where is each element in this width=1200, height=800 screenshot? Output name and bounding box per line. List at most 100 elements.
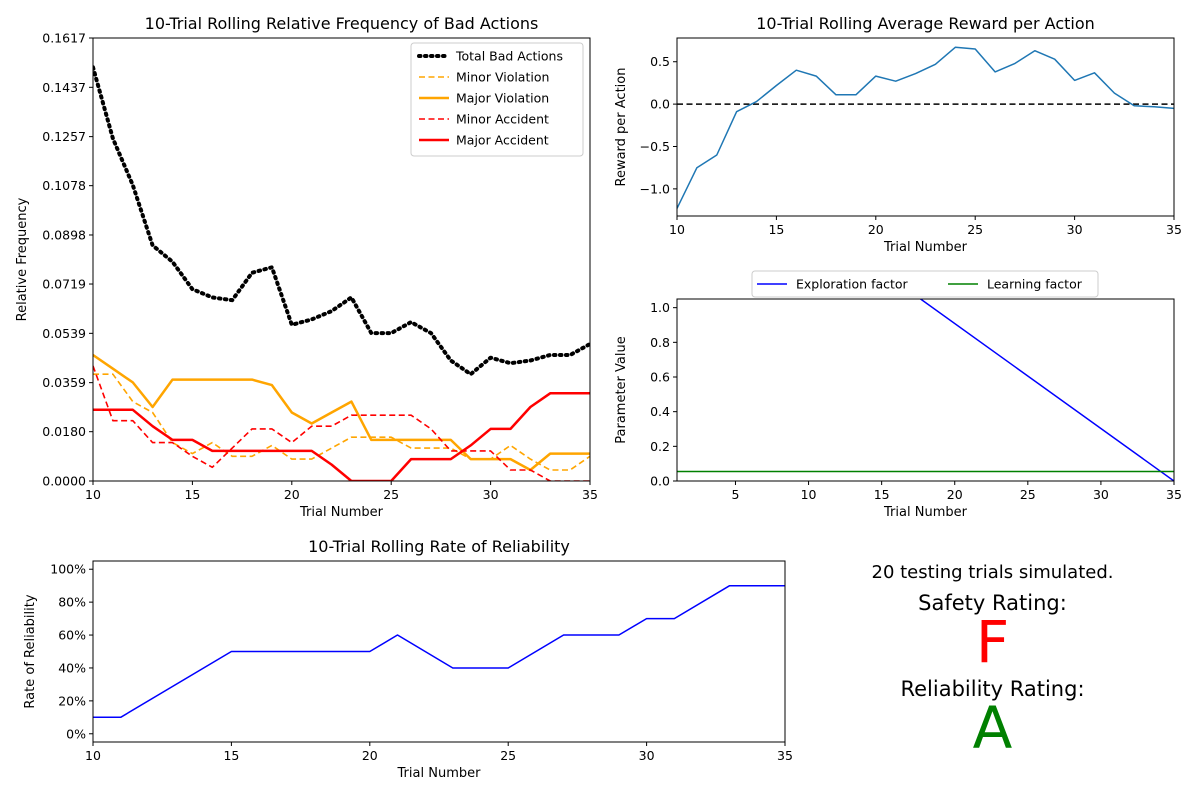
x-tick-label: 10 [801, 487, 817, 502]
y-axis-label: Rate of Reliability [23, 594, 38, 708]
y-axis-label: Reward per Action [614, 68, 629, 187]
legend: Total Bad Actions Minor Violation Major Vi… [410, 42, 584, 157]
x-tick-label: 10 [669, 222, 685, 237]
x-tick-label: 20 [868, 222, 884, 237]
x-tick-label: 30 [639, 748, 655, 763]
reliability-rating-grade: A [972, 694, 1013, 762]
y-tick-label: 0.0719 [42, 277, 86, 292]
series-line-minor-accident [93, 365, 590, 481]
x-tick-label: 15 [874, 487, 890, 502]
chart-title: 10-Trial Rolling Relative Frequency of B… [145, 14, 539, 33]
y-tick-label: 0.0359 [42, 375, 86, 390]
x-tick-label: 30 [483, 487, 499, 502]
legend-label: Total Bad Actions [455, 49, 563, 64]
x-tick-label: 5 [731, 487, 739, 502]
y-tick-label: 0% [66, 726, 86, 741]
series-group [677, 46, 1174, 209]
x-tick-label: 35 [1166, 222, 1182, 237]
y-tick-label: 60% [58, 628, 86, 643]
x-tick-label: 25 [500, 748, 516, 763]
y-tick-label: 0.0000 [42, 474, 86, 489]
chart-1: 10-Trial Rolling Relative Frequency of B… [15, 14, 598, 520]
x-axis-label: Trial Number [883, 505, 968, 520]
chart-3: 5 10 15 20 25 30 35 0.0 0.2 0.4 0.6 0.8 1.0 Trial Num… [614, 270, 1182, 520]
y-tick-label: 1.0 [650, 300, 670, 315]
x-axis-label: Trial Number [883, 240, 968, 255]
y-tick-label: 0.1437 [42, 80, 86, 95]
x-tick-label: 20 [284, 487, 300, 502]
x-tick-label: 15 [223, 748, 239, 763]
x-tick-label: 15 [768, 222, 784, 237]
reliability-rating-label: Reliability Rating: [900, 677, 1085, 701]
x-tick-label: 30 [1093, 487, 1109, 502]
legend-label: Minor Accident [456, 112, 549, 127]
x-tick-label: 10 [85, 748, 101, 763]
x-tick-label: 35 [777, 748, 793, 763]
series-group [93, 65, 590, 481]
x-tick-label: 20 [947, 487, 963, 502]
y-tick-label: −0.5 [640, 139, 670, 154]
x-tick-label: 25 [1020, 487, 1036, 502]
y-tick-label: 20% [58, 693, 86, 708]
y-tick-label: 0.0539 [42, 326, 86, 341]
y-tick-label: 0.0180 [42, 424, 86, 439]
y-tick-label: 0.4 [650, 404, 670, 419]
legend-label: Exploration factor [796, 277, 909, 292]
y-tick-label: 0.5 [650, 54, 670, 69]
plot-frame [92, 37, 591, 482]
y-tick-label: 100% [50, 562, 86, 577]
rating-summary: 20 testing trials simulated. Safety Rati… [820, 560, 1165, 762]
y-tick-label: 80% [58, 595, 86, 610]
legend: Exploration factor Learning factor [751, 270, 1099, 298]
trials-simulated-text: 20 testing trials simulated. [871, 562, 1114, 583]
x-tick-label: 10 [85, 487, 101, 502]
y-tick-label: 40% [58, 660, 86, 675]
x-tick-label: 15 [184, 487, 200, 502]
x-tick-label: 35 [1166, 487, 1182, 502]
series-group [677, 299, 1174, 481]
x-tick-label: 25 [967, 222, 983, 237]
safety-rating-grade: F [975, 608, 1010, 676]
series-line-1 [677, 46, 1174, 209]
series-line-major-accident [93, 392, 590, 481]
series-group [93, 584, 785, 719]
chart-title: 10-Trial Rolling Average Reward per Acti… [756, 14, 1095, 33]
y-tick-label: 0.1617 [42, 31, 86, 46]
x-tick-label: 35 [582, 487, 598, 502]
plot-frame [676, 298, 1175, 482]
chart-2: 10-Trial Rolling Average Reward per Acti… [614, 14, 1182, 255]
series-line-exploration-factor [919, 299, 1174, 481]
y-tick-label: 0.6 [650, 370, 670, 385]
y-tick-label: −1.0 [640, 181, 670, 196]
legend-label: Learning factor [987, 277, 1083, 292]
legend-label: Major Accident [456, 133, 549, 148]
legend-box [751, 270, 1099, 298]
chart-title: 10-Trial Rolling Rate of Reliability [308, 537, 570, 556]
x-tick-label: 25 [383, 487, 399, 502]
legend-label: Minor Violation [456, 70, 549, 85]
y-tick-label: 0.2 [650, 439, 670, 454]
plot-frame [676, 37, 1175, 217]
y-axis-label: Relative Frequency [15, 197, 30, 321]
x-axis-label: Trial Number [299, 505, 384, 520]
legend-box [410, 42, 584, 157]
chart-4: 10-Trial Rolling Rate of Reliability 10 15… [23, 537, 793, 781]
y-axis-label: Parameter Value [614, 336, 629, 443]
y-tick-label: 0.0 [650, 474, 670, 489]
series-line-total-bad-actions [93, 65, 590, 377]
y-tick-label: 0.0 [650, 97, 670, 112]
x-tick-label: 30 [1067, 222, 1083, 237]
legend-label: Major Violation [456, 91, 549, 106]
safety-rating-label: Safety Rating: [918, 591, 1067, 615]
x-tick-label: 20 [362, 748, 378, 763]
y-tick-label: 0.1257 [42, 129, 86, 144]
series-line-1 [93, 584, 785, 719]
series-line-major-violation [93, 353, 590, 472]
y-tick-label: 0.8 [650, 335, 670, 350]
y-tick-label: 0.1078 [42, 178, 86, 193]
plot-frame [92, 560, 786, 743]
y-tick-label: 0.0898 [42, 227, 86, 242]
x-axis-label: Trial Number [397, 766, 482, 781]
series-line-minor-violation [93, 373, 590, 471]
